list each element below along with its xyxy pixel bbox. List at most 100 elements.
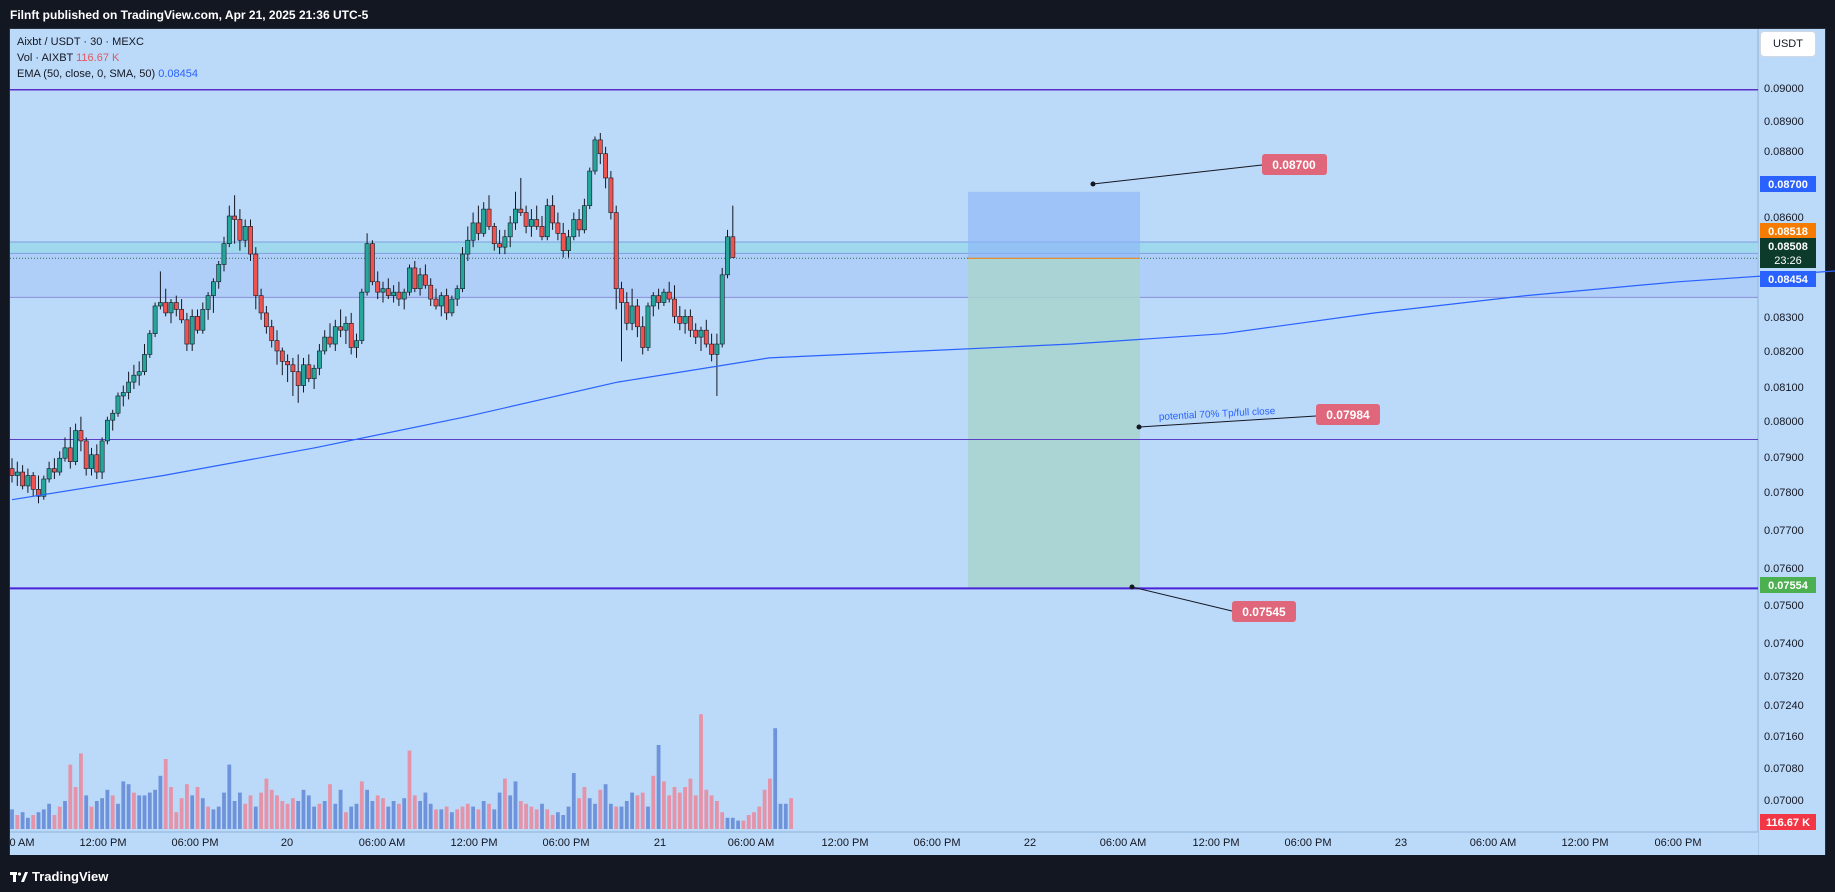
candle[interactable]: [645, 302, 651, 351]
position-profit-zone[interactable]: [968, 191, 1140, 259]
candle[interactable]: [89, 447, 94, 476]
candle[interactable]: [592, 136, 598, 175]
annotation-box-bottom[interactable]: [1232, 601, 1296, 622]
candle[interactable]: [640, 316, 646, 355]
candle[interactable]: [105, 416, 110, 445]
sr-zone-upper[interactable]: [10, 241, 1758, 254]
candle[interactable]: [460, 247, 465, 293]
price-axis-area[interactable]: [1758, 29, 1825, 855]
candle[interactable]: [78, 416, 84, 452]
candle[interactable]: [301, 357, 306, 393]
candle[interactable]: [338, 309, 343, 338]
candle[interactable]: [348, 312, 354, 355]
candle[interactable]: [211, 278, 216, 313]
candle[interactable]: [438, 292, 444, 317]
candle[interactable]: [719, 267, 725, 348]
candle[interactable]: [205, 292, 211, 320]
candle[interactable]: [94, 444, 100, 479]
candle[interactable]: [173, 295, 179, 317]
candle[interactable]: [242, 219, 248, 248]
candle[interactable]: [401, 288, 407, 310]
price-badge[interactable]: [1760, 271, 1816, 287]
candle[interactable]: [465, 226, 471, 261]
candle[interactable]: [25, 468, 31, 493]
candle[interactable]: [57, 451, 63, 476]
candle[interactable]: [687, 309, 693, 338]
candle[interactable]: [248, 219, 253, 261]
candle[interactable]: [126, 371, 131, 400]
candle[interactable]: [581, 198, 587, 234]
candle[interactable]: [232, 195, 237, 244]
candle[interactable]: [322, 330, 328, 355]
legend-volume[interactable]: Vol · AIXBT 116.67 K: [17, 50, 198, 66]
candle[interactable]: [142, 344, 147, 376]
candle[interactable]: [693, 323, 699, 345]
candle[interactable]: [354, 333, 359, 358]
candle[interactable]: [343, 316, 349, 345]
candle[interactable]: [709, 333, 714, 362]
candle[interactable]: [226, 205, 232, 248]
candle[interactable]: [677, 305, 683, 331]
candle[interactable]: [624, 292, 630, 331]
candle[interactable]: [216, 261, 222, 289]
candle[interactable]: [290, 357, 296, 396]
candle[interactable]: [634, 299, 640, 338]
candle[interactable]: [587, 167, 593, 210]
price-badge[interactable]: [1760, 814, 1816, 830]
candle[interactable]: [433, 288, 439, 310]
candle[interactable]: [9, 458, 15, 483]
candle[interactable]: [200, 302, 206, 334]
candle[interactable]: [237, 209, 243, 251]
candle[interactable]: [550, 195, 555, 230]
price-badge[interactable]: [1760, 223, 1816, 239]
candle[interactable]: [528, 209, 534, 237]
candle[interactable]: [497, 229, 502, 255]
tradingview-logo[interactable]: TradingView: [10, 869, 108, 884]
candle[interactable]: [449, 295, 455, 317]
candle[interactable]: [428, 278, 434, 306]
candle[interactable]: [682, 309, 688, 334]
time-axis-area[interactable]: [10, 832, 1758, 855]
candle[interactable]: [67, 427, 73, 469]
candle[interactable]: [539, 216, 545, 241]
candle[interactable]: [131, 364, 137, 390]
candle[interactable]: [571, 212, 577, 241]
candle[interactable]: [391, 285, 396, 303]
candle[interactable]: [20, 465, 25, 490]
candle[interactable]: [603, 146, 608, 189]
candle[interactable]: [285, 354, 290, 383]
ema-line[interactable]: [11, 240, 1835, 501]
candle[interactable]: [306, 354, 312, 383]
candle[interactable]: [147, 330, 153, 358]
candle[interactable]: [491, 222, 497, 251]
candle[interactable]: [486, 195, 492, 230]
candle[interactable]: [369, 240, 375, 286]
candle[interactable]: [158, 271, 163, 310]
candle[interactable]: [99, 437, 105, 479]
legend-ema[interactable]: EMA (50, close, 0, SMA, 50) 0.08454: [17, 66, 198, 82]
candle[interactable]: [507, 216, 513, 248]
candle[interactable]: [650, 292, 656, 317]
candle[interactable]: [179, 299, 184, 324]
candle[interactable]: [608, 171, 614, 220]
candle[interactable]: [120, 385, 126, 407]
candle[interactable]: [14, 461, 20, 486]
currency-button[interactable]: USDT: [1760, 31, 1816, 57]
candle[interactable]: [295, 354, 301, 403]
candle[interactable]: [502, 229, 508, 255]
candle[interactable]: [62, 437, 68, 462]
candle[interactable]: [83, 437, 89, 476]
candle[interactable]: [613, 205, 619, 310]
legend-symbol[interactable]: Aixbt / USDT · 30 · MEXC: [17, 36, 144, 48]
candle[interactable]: [475, 205, 481, 241]
candle[interactable]: [513, 191, 518, 230]
candle[interactable]: [332, 319, 338, 351]
price-badge[interactable]: [1760, 577, 1816, 593]
candle[interactable]: [396, 281, 402, 306]
candle[interactable]: [385, 278, 391, 300]
candle[interactable]: [327, 323, 333, 348]
candle[interactable]: [454, 285, 460, 306]
candle[interactable]: [534, 205, 540, 230]
candle[interactable]: [523, 205, 529, 234]
